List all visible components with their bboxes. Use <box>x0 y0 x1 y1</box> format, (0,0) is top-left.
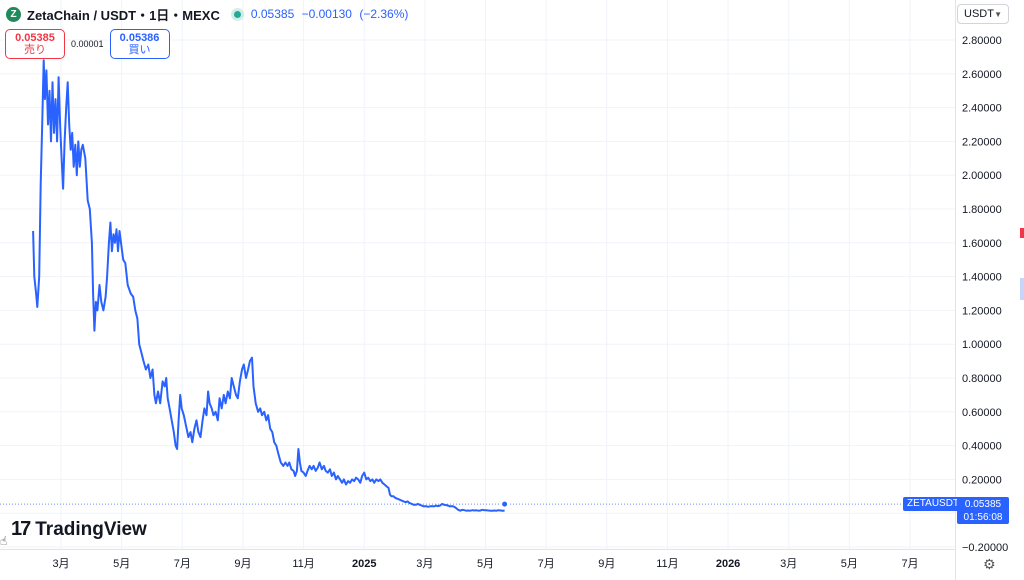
symbol-axis-tag: ZETAUSDT <box>903 497 964 511</box>
axis-price-value: 0.05385 <box>964 499 1002 510</box>
market-open-status-icon[interactable] <box>233 10 241 18</box>
x-tick-label: 11月 <box>292 558 314 570</box>
time-axis[interactable]: 3月 5月 7月 9月 11月 2025 3月 5月 7月 9月 11月 2026 3月 5月 7月 <box>52 558 918 570</box>
price-series-line <box>32 59 505 512</box>
y-tick-label: 2.60000 <box>962 69 1002 81</box>
price-axis[interactable]: 2.80000 2.60000 2.40000 2.20000 2.00000 1.800… <box>962 35 1008 554</box>
x-tick-label: 11月 <box>656 558 678 570</box>
zetachain-logo-icon: Z <box>6 6 21 22</box>
currency-label: USDT <box>964 8 994 20</box>
y-tick-label: 1.60000 <box>962 238 1002 250</box>
change-percent: (−2.36%) <box>359 7 409 21</box>
sell-price: 0.05385 <box>15 32 55 44</box>
y-tick-label: 2.80000 <box>962 35 1002 47</box>
last-price-value: 0.05385 <box>250 7 295 21</box>
x-tick-label: 3月 <box>780 558 797 570</box>
y-tick-label: 0.60000 <box>962 407 1002 419</box>
y-tick-label: 0.20000 <box>962 474 1002 486</box>
x-tick-label: 5月 <box>113 558 130 570</box>
chevron-down-icon: ▼ <box>994 9 1002 19</box>
gear-icon[interactable]: ⚙ <box>983 556 996 572</box>
chart-grid <box>0 0 955 549</box>
x-tick-label: 2026 <box>716 558 740 570</box>
y-tick-label: 0.80000 <box>962 373 1002 385</box>
x-tick-label: 9月 <box>234 558 251 570</box>
y-tick-label: 0.40000 <box>962 441 1002 453</box>
x-tick-label: 7月 <box>538 558 555 570</box>
x-tick-label: 3月 <box>52 558 69 570</box>
price-axis-divider <box>955 0 956 580</box>
symbol-header: Z ZetaChain / USDT・1日・MEXC 0.05385 −0.00… <box>0 0 961 28</box>
currency-select[interactable]: USDT ▼ <box>957 4 1009 24</box>
x-tick-label: 5月 <box>477 558 494 570</box>
y-tick-label: −0.20000 <box>962 542 1008 554</box>
symbol-title[interactable]: ZetaChain / USDT・1日・MEXC <box>27 7 220 23</box>
y-tick-label: 2.20000 <box>962 136 1002 148</box>
y-tick-label: 1.00000 <box>962 339 1002 351</box>
change-value: −0.00130 <box>301 7 352 21</box>
y-tick-label: 2.40000 <box>962 103 1002 115</box>
x-tick-label: 7月 <box>901 558 918 570</box>
y-tick-label: 1.80000 <box>962 204 1002 216</box>
x-tick-label: 9月 <box>598 558 615 570</box>
y-tick-label: 2.00000 <box>962 170 1002 182</box>
brand-name: TradingView <box>35 518 147 540</box>
x-tick-label: 5月 <box>841 558 858 570</box>
edge-marker-blue <box>1020 278 1024 300</box>
buy-price: 0.05386 <box>119 32 160 44</box>
y-tick-label: 1.40000 <box>962 272 1002 284</box>
y-tick-label: 1.20000 <box>962 305 1002 317</box>
x-tick-label: 3月 <box>416 558 433 570</box>
quote-summary: 0.05385 −0.00130 (−2.36%) <box>251 7 413 21</box>
sell-button[interactable]: 0.05385 売り <box>5 29 65 59</box>
bar-countdown: 01:56:08 <box>963 512 1003 523</box>
x-tick-label: 7月 <box>174 558 191 570</box>
last-price-axis-tag: 0.05385 01:56:08 <box>957 497 1009 524</box>
sell-label: 売り <box>24 44 46 56</box>
tradingview-brand[interactable]: 17 TradingView <box>11 518 147 541</box>
trade-panel: 0.05385 売り 0.00001 0.05386 買い <box>5 29 170 59</box>
spread-value: 0.00001 <box>71 39 104 49</box>
x-tick-label: 2025 <box>352 558 376 570</box>
hand-cursor-icon: ☝ <box>0 534 8 548</box>
buy-button[interactable]: 0.05386 買い <box>109 29 170 59</box>
last-price-dot <box>501 500 509 508</box>
edge-marker-red <box>1020 228 1024 238</box>
buy-label: 買い <box>128 44 151 56</box>
tradingview-logo-icon: 17 <box>11 518 31 540</box>
time-axis-border <box>0 549 955 550</box>
